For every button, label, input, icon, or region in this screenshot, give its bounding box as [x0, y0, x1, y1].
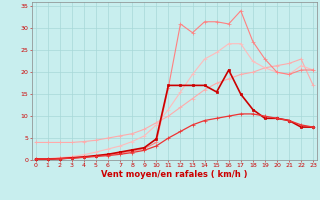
X-axis label: Vent moyen/en rafales ( km/h ): Vent moyen/en rafales ( km/h )	[101, 170, 248, 179]
